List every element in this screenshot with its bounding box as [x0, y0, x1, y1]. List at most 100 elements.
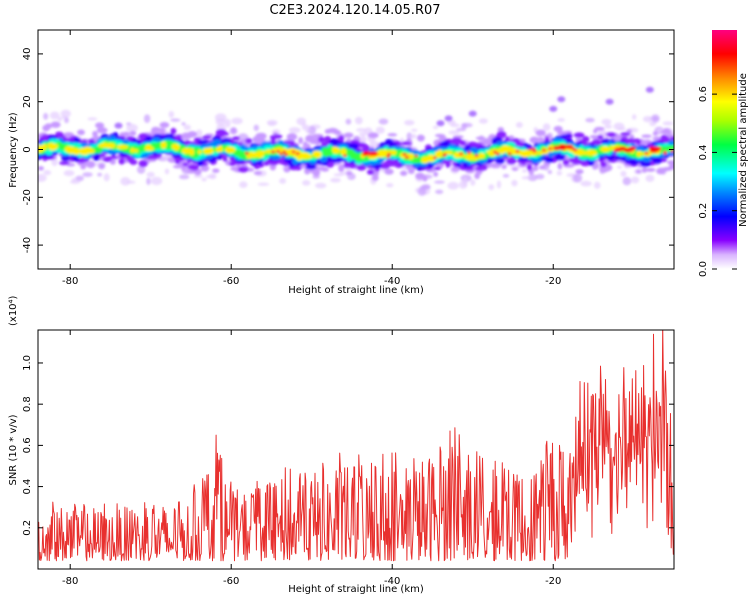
spectral-speckle — [43, 112, 49, 120]
spectral-speckle — [69, 179, 81, 184]
x-tick-label: -60 — [223, 576, 239, 587]
spectral-speckle — [535, 173, 545, 180]
spectral-speckle — [521, 176, 531, 180]
spectral-blob — [58, 161, 70, 166]
spectral-speckle — [375, 126, 385, 134]
spectral-blob — [156, 127, 166, 133]
spectral-blob — [121, 145, 129, 149]
spectral-blob — [329, 138, 339, 147]
spectral-speckle — [257, 182, 270, 186]
spectral-blob — [237, 166, 249, 173]
spectral-blob — [288, 166, 300, 171]
spectrogram-x-label: Height of straight line (km) — [288, 285, 424, 296]
spectral-blob — [50, 121, 61, 128]
spectral-peak — [276, 150, 281, 153]
spectral-blob — [212, 168, 220, 173]
spectral-blob — [272, 134, 283, 139]
spectral-blob — [416, 134, 425, 142]
colorbar-tick-label: 0.4 — [698, 144, 709, 160]
spectral-speckle — [601, 118, 612, 126]
spectral-blob — [668, 163, 674, 170]
spectral-speckle — [616, 127, 626, 131]
spectral-blob — [526, 163, 533, 171]
spectral-peak — [386, 152, 391, 156]
spectral-speckle — [146, 177, 151, 186]
spectral-blob — [484, 138, 491, 144]
spectral-blob — [414, 163, 420, 168]
spectral-blob — [41, 134, 50, 140]
spectral-blob — [519, 150, 527, 155]
spectral-speckle — [620, 170, 627, 177]
chart-title: C2E3.2024.120.14.05.R07 — [269, 3, 440, 18]
spectral-blob — [475, 166, 486, 171]
spectral-blob — [546, 152, 557, 156]
x-tick-label: -20 — [545, 276, 561, 287]
spectral-peak — [244, 151, 249, 155]
spectral-peak — [573, 148, 578, 152]
spectral-speckle — [630, 176, 640, 184]
spectral-blob — [95, 122, 105, 129]
spectral-blob — [298, 137, 304, 144]
spectral-peak — [342, 154, 347, 158]
spectral-speckle — [406, 132, 412, 140]
y-tick-label: 0.6 — [22, 437, 33, 453]
x-tick-label: -20 — [545, 576, 561, 587]
spectral-blob — [529, 136, 540, 144]
spectral-speckle — [436, 120, 445, 127]
spectral-blob — [176, 134, 182, 141]
spectral-blob — [322, 150, 334, 157]
spectral-blob — [38, 166, 44, 171]
spectral-speckle — [330, 177, 341, 183]
snr-panel: -80 -60 -40 -200.20.40.60.81.0 Height of st… — [8, 295, 675, 595]
spectral-peak — [532, 149, 537, 153]
spectral-speckle — [434, 180, 445, 184]
spectral-blob — [636, 150, 643, 157]
y-tick-label: 1.0 — [22, 355, 33, 371]
spectral-blob — [535, 129, 546, 137]
spectral-blob — [447, 150, 453, 155]
spectral-speckle — [87, 117, 98, 121]
spectrogram-y-label: Frequency (Hz) — [8, 112, 19, 188]
spectral-blob — [400, 141, 412, 146]
spectral-blob — [346, 171, 353, 176]
spectral-speckle — [288, 127, 301, 134]
spectral-blob — [58, 144, 65, 151]
spectral-blob — [238, 142, 243, 146]
spectral-speckle — [359, 132, 366, 137]
y-tick-label: 0.8 — [22, 396, 33, 412]
spectral-blob — [252, 135, 263, 144]
spectrogram-band — [38, 86, 674, 196]
spectral-blob — [606, 154, 616, 161]
spectral-speckle — [496, 180, 502, 189]
spectral-speckle — [253, 124, 260, 132]
spectral-blob — [539, 165, 546, 170]
spectral-blob — [138, 159, 148, 168]
spectral-blob — [333, 130, 342, 135]
spectral-blob — [248, 151, 255, 157]
x-tick-label: -40 — [384, 276, 400, 287]
spectral-blob — [44, 123, 52, 130]
x-tick-label: -80 — [62, 276, 78, 287]
spectral-blob — [635, 138, 642, 145]
spectral-blob — [343, 132, 354, 138]
spectral-speckle — [585, 117, 595, 123]
spectral-blob — [340, 148, 347, 156]
spectral-blob — [201, 135, 212, 140]
spectral-speckle — [61, 115, 67, 119]
spectral-blob — [562, 159, 570, 166]
spectral-peak — [271, 150, 276, 154]
spectral-blob — [440, 140, 451, 148]
spectral-blob — [218, 133, 225, 138]
snr-series-line — [38, 330, 674, 562]
spectral-speckle — [410, 128, 418, 132]
spectral-blob — [80, 164, 86, 170]
spectral-blob — [554, 153, 566, 161]
spectral-blob — [302, 141, 308, 149]
spectral-speckle — [527, 174, 538, 182]
spectral-blob — [669, 145, 674, 150]
spectral-blob — [150, 127, 158, 135]
spectral-speckle — [642, 116, 653, 123]
snr-x-label: Height of straight line (km) — [288, 584, 424, 595]
spectral-speckle — [549, 105, 558, 112]
